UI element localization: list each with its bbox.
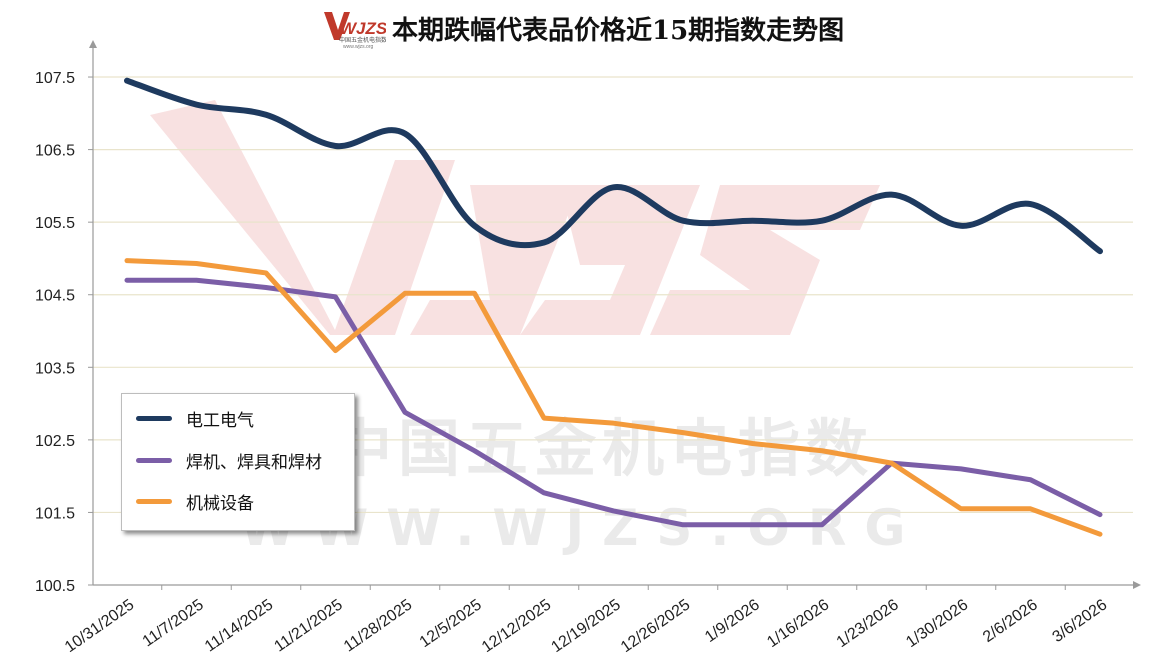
y-tick-label: 104.5 — [35, 288, 75, 305]
series-line-0 — [124, 77, 1103, 255]
series-lines — [124, 77, 1103, 537]
x-tick-label: 12/12/2025 — [479, 596, 554, 656]
legend: 电工电气 焊机、焊具和焊材 机械设备 — [121, 393, 355, 531]
x-tick-label: 12/26/2025 — [618, 596, 693, 656]
x-axis-arrow — [1133, 581, 1141, 589]
wjzs-logo: WJZS 中国五金机电指数 www.wjzs.org — [324, 12, 386, 50]
x-tick-label: 11/7/2025 — [140, 596, 207, 650]
legend-label-welding: 焊机、焊具和焊材 — [186, 452, 322, 473]
y-axis-arrow — [89, 40, 97, 48]
x-tick-label: 11/14/2025 — [202, 596, 276, 655]
x-tick-label: 3/6/2026 — [1050, 596, 1111, 646]
x-tick-label: 10/31/2025 — [62, 596, 137, 656]
x-tick-label: 1/30/2026 — [903, 596, 971, 651]
y-tick-label: 100.5 — [35, 578, 75, 595]
legend-item-machinery: 机械设备 — [136, 489, 254, 514]
y-tick-label: 101.5 — [35, 505, 75, 522]
y-tick-label: 106.5 — [35, 143, 75, 160]
y-tick-label: 103.5 — [35, 360, 75, 377]
x-tick-label: 11/28/2025 — [341, 596, 415, 655]
svg-text:中国五金机电指数: 中国五金机电指数 — [339, 36, 386, 44]
x-tick-label: 1/16/2026 — [764, 596, 832, 651]
legend-label-machinery: 机械设备 — [186, 493, 254, 514]
x-tick-label: 2/6/2026 — [980, 596, 1041, 646]
legend-swatch-machinery — [136, 498, 172, 504]
y-tick-label: 102.5 — [35, 433, 75, 450]
legend-swatch-welding — [136, 457, 172, 463]
chart-title: 本期跌幅代表品价格近15期指数走势图 — [392, 16, 845, 46]
y-tick-label: 107.5 — [35, 70, 75, 87]
svg-text:WJZS: WJZS — [340, 19, 386, 38]
axes — [89, 40, 1141, 589]
x-tick-label: 12/19/2025 — [548, 596, 623, 656]
x-tick-label: 1/23/2026 — [834, 596, 902, 651]
x-axis-ticks: 10/31/2025 11/7/202511/14/202511/21/20251… — [62, 585, 1110, 656]
y-axis-ticks: 100.5 101.5 102.5 103.5 104.5 105.5 106.5 107.5 — [35, 70, 93, 595]
svg-text:www.wjzs.org: www.wjzs.org — [343, 44, 374, 50]
x-tick-label: 11/21/2025 — [271, 596, 345, 655]
y-tick-label: 105.5 — [35, 215, 75, 232]
x-tick-label: 12/5/2025 — [417, 596, 485, 651]
legend-label-electric: 电工电气 — [186, 410, 254, 431]
x-tick-label: 1/9/2026 — [702, 596, 763, 646]
legend-item-electric: 电工电气 — [136, 406, 254, 431]
legend-item-welding: 焊机、焊具和焊材 — [136, 448, 322, 473]
legend-swatch-electric — [136, 415, 172, 421]
